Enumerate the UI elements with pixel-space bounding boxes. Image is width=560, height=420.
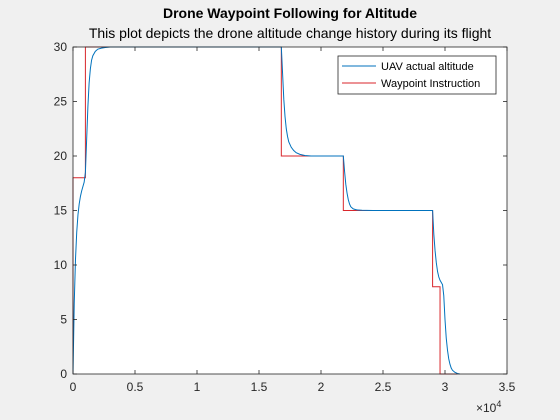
x-exponent-base: ×10 <box>476 401 497 415</box>
legend-label-uav: UAV actual altitude <box>381 61 474 73</box>
y-tick-label: 0 <box>60 367 67 381</box>
x-exponent-power: 4 <box>496 399 501 409</box>
x-tick-label: 0 <box>70 380 77 394</box>
x-tick-label: 1 <box>194 380 201 394</box>
y-tick-label: 15 <box>54 204 68 218</box>
y-tick-label: 10 <box>54 258 68 272</box>
plot-area <box>73 47 507 374</box>
chart-title: Drone Waypoint Following for Altitude <box>163 5 417 21</box>
x-tick-label: 3.5 <box>499 380 516 394</box>
chart-subtitle: This plot depicts the drone altitude cha… <box>89 25 491 41</box>
y-tick-label: 5 <box>60 313 67 327</box>
legend: UAV actual altitude Waypoint Instruction <box>338 56 496 94</box>
x-tick-label: 1.5 <box>251 380 268 394</box>
x-tick-label: 2 <box>318 380 325 394</box>
y-tick-label: 20 <box>54 149 68 163</box>
legend-label-waypoint: Waypoint Instruction <box>381 78 480 90</box>
y-tick-label: 25 <box>54 95 68 109</box>
x-tick-label: 2.5 <box>375 380 392 394</box>
y-tick-label: 30 <box>54 40 68 54</box>
x-tick-label: 3 <box>442 380 449 394</box>
x-tick-label: 0.5 <box>127 380 144 394</box>
